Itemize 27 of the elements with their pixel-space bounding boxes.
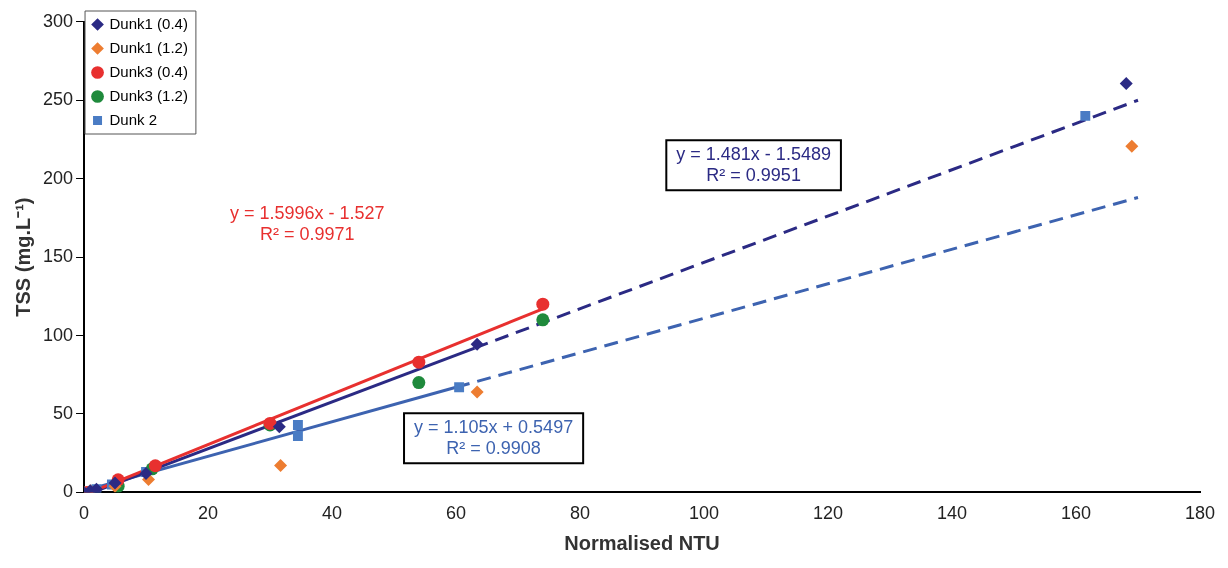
legend-label: Dunk3 (1.2) — [109, 86, 188, 104]
annotation: y = 1.5996x - 1.527 R² = 0.9971 — [229, 202, 385, 244]
x-tick-label: 160 — [1060, 503, 1092, 524]
x-tick-label: 100 — [688, 503, 720, 524]
legend-label: Dunk 2 — [109, 110, 158, 128]
annotation: y = 1.105x + 0.5497 R² = 0.9908 — [414, 416, 574, 458]
x-tick-label: 60 — [446, 503, 467, 524]
x-tick-label: 80 — [570, 503, 591, 524]
y-tick-label: 200 — [42, 167, 74, 188]
y-tick-label: 250 — [42, 89, 74, 110]
x-tick-label: 120 — [812, 503, 844, 524]
y-axis-title: TSS (mg.L⁻¹) — [11, 197, 34, 317]
y-tick-label: 300 — [42, 10, 74, 31]
x-axis-title: Normalised NTU — [564, 531, 720, 554]
y-tick-label: 0 — [63, 481, 74, 502]
annotation: y = 1.481x - 1.5489 R² = 0.9951 — [676, 143, 831, 185]
x-tick-label: 40 — [322, 503, 343, 524]
legend-label: Dunk1 (1.2) — [109, 38, 188, 56]
y-tick-label: 100 — [42, 324, 74, 345]
x-tick-label: 20 — [198, 503, 219, 524]
x-tick-label: 180 — [1184, 503, 1216, 524]
legend-label: Dunk1 (0.4) — [109, 14, 188, 32]
y-tick-label: 150 — [42, 246, 74, 267]
legend-label: Dunk3 (0.4) — [109, 62, 188, 80]
y-tick-label: 50 — [53, 402, 74, 423]
x-tick-label: 140 — [936, 503, 968, 524]
x-tick-label: 0 — [79, 503, 90, 524]
